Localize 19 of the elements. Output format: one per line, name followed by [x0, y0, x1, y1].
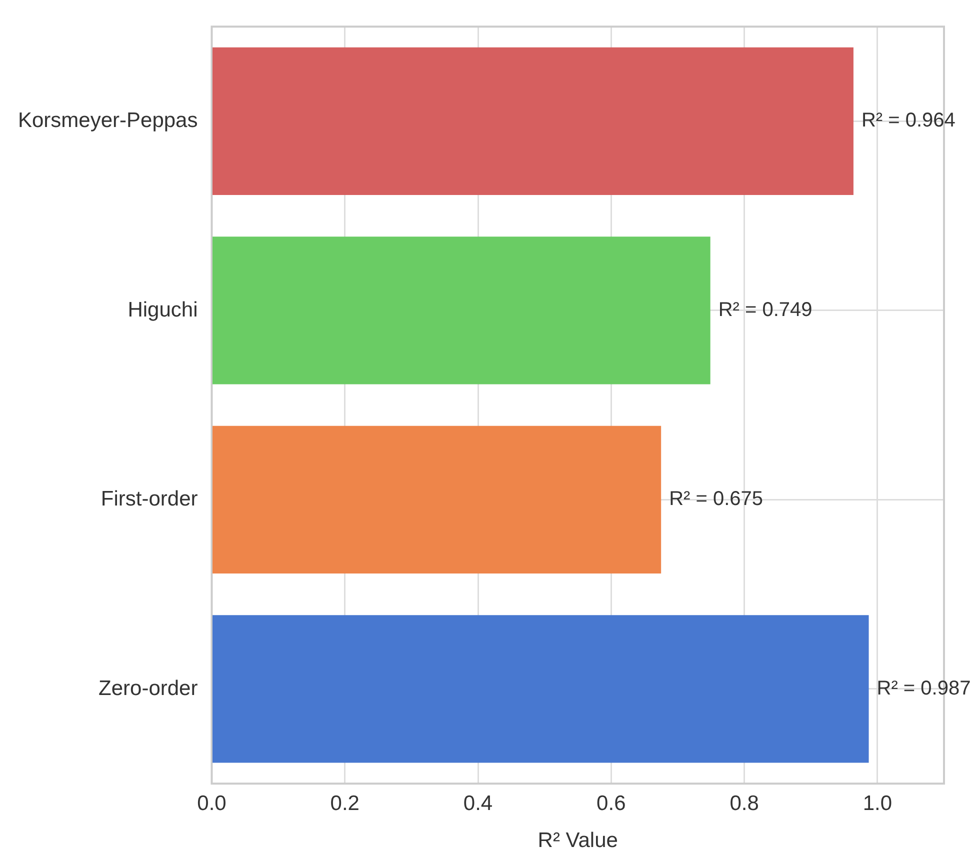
- data-label: R² = 0.749: [718, 298, 812, 321]
- data-label: R² = 0.987: [876, 677, 970, 700]
- x-tick-label: 1.0: [862, 792, 892, 815]
- x-tick-label: 0.8: [730, 792, 759, 815]
- x-tick-label: 0.0: [197, 792, 226, 815]
- y-tick-label: Korsmeyer-Peppas: [18, 109, 198, 132]
- bar: [212, 615, 869, 763]
- bar: [212, 426, 662, 574]
- x-tick-label: 0.4: [463, 792, 493, 815]
- x-tick-label: 0.6: [596, 792, 626, 815]
- data-label: R² = 0.964: [861, 110, 956, 132]
- x-axis-title: R² Value: [538, 829, 618, 852]
- x-tick-label: 0.2: [330, 792, 360, 815]
- y-tick-label: Higuchi: [128, 298, 198, 322]
- data-label: R² = 0.675: [669, 488, 764, 510]
- bar: [212, 47, 854, 196]
- y-tick-label: Zero-order: [98, 676, 198, 700]
- y-tick-label: First-order: [100, 488, 198, 511]
- bar: [212, 236, 710, 384]
